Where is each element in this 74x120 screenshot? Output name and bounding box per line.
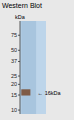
y-tick — [18, 84, 20, 85]
y-tick-label: 37 — [11, 58, 17, 64]
marks — [21, 89, 30, 95]
y-tick-label: 50 — [11, 47, 17, 53]
y-tick — [18, 35, 20, 36]
y-tick-label: 20 — [11, 81, 17, 87]
y-tick — [18, 76, 20, 77]
y-tick — [18, 61, 20, 62]
y-tick-label: 15 — [11, 92, 17, 98]
chart-container: 75 50 37 25 20 15 10 kDa Western Blot ← 16kDa — [0, 0, 74, 120]
lane — [21, 21, 36, 114]
y-tick-label: 25 — [11, 73, 17, 79]
chart-svg: 75 50 37 25 20 15 10 kDa Western Blot ← 16kDa — [0, 0, 74, 120]
annotation: ← 16kDa — [38, 90, 62, 96]
plot-background — [20, 21, 46, 114]
title: Western Blot — [2, 2, 42, 9]
y-tick — [18, 95, 20, 96]
y-axis-label: kDa — [15, 14, 26, 20]
y-tick — [18, 110, 20, 111]
y-tick — [18, 50, 20, 51]
y-tick-label: 75 — [11, 32, 17, 38]
band — [21, 89, 30, 95]
y-tick-label: 10 — [11, 107, 17, 113]
